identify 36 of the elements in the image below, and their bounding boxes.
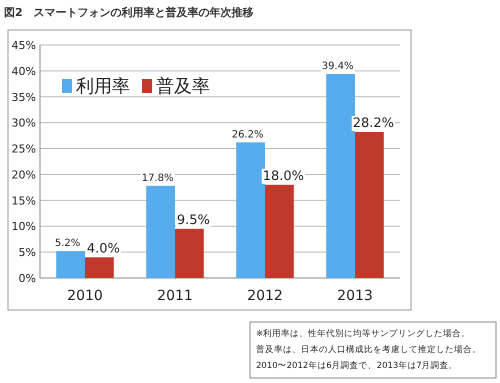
bar — [56, 251, 85, 278]
y-tick-label: 0% — [18, 272, 36, 285]
data-label: 18.0% — [262, 168, 304, 184]
legend-label: 利用率 — [76, 76, 130, 97]
bar — [175, 228, 204, 278]
data-label: 39.4% — [322, 60, 354, 72]
bar — [85, 257, 114, 278]
y-tick-label: 10% — [12, 220, 36, 234]
y-tick-label: 30% — [12, 116, 36, 130]
bar — [265, 184, 294, 278]
y-tick-label: 5% — [18, 246, 36, 260]
bar — [236, 142, 265, 278]
x-tick-label: 2010 — [67, 288, 103, 304]
text: 2010〜2012年は6月調査で、2013年は7月調査。 — [256, 360, 458, 371]
data-label: 4.0% — [86, 241, 120, 256]
y-tick-label: 25% — [12, 142, 36, 156]
y-tick-label: 45% — [12, 39, 36, 52]
y-tick-label: 20% — [12, 168, 36, 182]
x-tick-label: 2011 — [157, 288, 193, 304]
text: ※利用率は、性年代別に均等サンプリングした場合。 — [256, 328, 470, 339]
chart-title: 図2 スマートフォンの利用率と普及率の年次推移 — [4, 6, 254, 19]
data-label: 9.5% — [176, 212, 210, 228]
y-tick-label: 35% — [12, 90, 36, 104]
data-label: 26.2% — [232, 129, 264, 140]
legend-label: 普及率 — [156, 76, 210, 97]
data-label: 5.2% — [54, 238, 80, 250]
y-tick-label: 15% — [12, 194, 36, 208]
data-label: 17.8% — [142, 172, 174, 184]
bar — [146, 186, 175, 278]
data-label: 28.2% — [352, 116, 394, 131]
x-tick-label: 2013 — [337, 288, 373, 304]
bar — [355, 132, 384, 278]
y-tick-label: 40% — [12, 64, 36, 78]
bar — [326, 74, 355, 278]
text: 普及率は、日本の人口構成比を考慮して推定した場合。 — [256, 344, 481, 355]
x-tick-label: 2012 — [247, 288, 283, 304]
